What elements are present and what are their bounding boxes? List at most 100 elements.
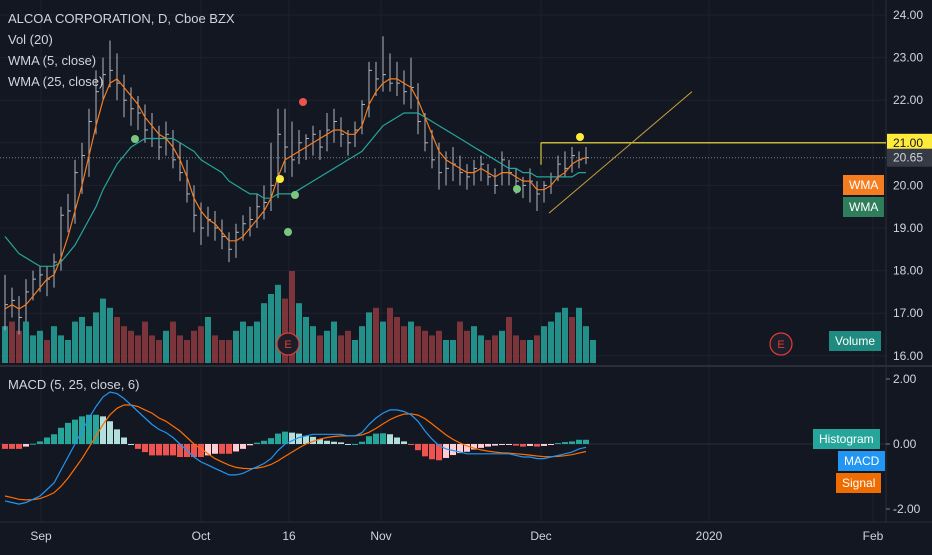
macd-histogram-bar — [450, 444, 456, 456]
trendline-support[interactable] — [548, 91, 693, 214]
price-tick-label: 17.00 — [893, 306, 923, 320]
volume-bar — [37, 330, 43, 363]
macd-histogram-bar — [443, 444, 449, 458]
volume-bar — [380, 321, 386, 363]
level-price-label: 21.00 — [893, 136, 923, 150]
macd-histogram-bar — [254, 442, 260, 444]
macd-histogram-bar — [401, 441, 407, 444]
volume-bar — [303, 317, 309, 363]
volume-bar — [415, 326, 421, 363]
time-tick-label: Nov — [370, 529, 391, 543]
volume-bar — [471, 326, 477, 363]
macd-histogram-bar — [205, 444, 211, 456]
study-macd-label[interactable]: MACD (5, 25, close, 6) — [8, 377, 140, 392]
volume-bar — [282, 298, 288, 363]
volume-bar — [387, 307, 393, 363]
volume-bar — [107, 307, 113, 363]
macd-histogram-bar — [436, 444, 442, 461]
macd-histogram-bar — [380, 433, 386, 444]
macd-histogram-bar — [513, 444, 519, 446]
volume-bar — [366, 312, 372, 363]
signal-dot — [291, 191, 299, 199]
macd-histogram-bar — [149, 444, 155, 456]
macd-histogram-bar — [471, 444, 477, 450]
macd-histogram-bar — [58, 427, 64, 444]
volume-bar — [177, 335, 183, 363]
macd-histogram-bar — [520, 444, 526, 447]
earnings-marker[interactable] — [769, 332, 793, 356]
macd-histogram-bar — [86, 414, 92, 444]
volume-bar — [492, 335, 498, 363]
macd-histogram-bar — [128, 444, 134, 445]
macd-histogram-bar — [415, 444, 421, 451]
volume-bar — [254, 321, 260, 363]
macd-histogram-bar — [100, 416, 106, 444]
volume-bar — [198, 326, 204, 363]
volume-bar — [555, 312, 561, 363]
macd-histogram-bar — [247, 444, 253, 446]
study-vol-label[interactable]: Vol (20) — [8, 32, 53, 47]
volume-bar — [289, 271, 295, 363]
macd-histogram-bar — [345, 444, 351, 445]
macd-histogram-bar — [219, 444, 225, 454]
volume-bar — [429, 335, 435, 363]
macd-histogram-bar — [303, 435, 309, 444]
volume-bar — [331, 321, 337, 363]
signal-dot — [513, 185, 521, 193]
macd-histogram-bar — [240, 444, 246, 449]
volume-tag: Volume — [829, 331, 882, 351]
volume-bar — [513, 335, 519, 363]
symbol-title[interactable]: ALCOA CORPORATION, D, Cboe BZX — [8, 11, 235, 26]
volume-bar — [247, 326, 253, 363]
macd-histogram-bar — [492, 444, 498, 446]
macd-histogram-bar — [226, 444, 232, 454]
volume-bar — [576, 307, 582, 363]
macd-histogram-bar — [541, 444, 547, 446]
macd-histogram-bar — [51, 434, 57, 444]
histogram-tag: Histogram — [813, 429, 880, 449]
volume-bar — [86, 326, 92, 363]
macd-histogram-bar — [198, 444, 204, 457]
signal-line[interactable] — [4, 404, 587, 501]
volume-bar — [359, 326, 365, 363]
volume-bar — [226, 340, 232, 363]
price-tick-label: 22.00 — [893, 93, 923, 107]
volume-bar — [121, 326, 127, 363]
volume-bar — [520, 340, 526, 363]
macd-histogram-bar — [282, 431, 288, 444]
macd-histogram-bar — [457, 444, 463, 454]
earnings-marker[interactable] — [276, 332, 300, 356]
macd-histogram-bar — [373, 433, 379, 444]
volume-bar — [541, 326, 547, 363]
volume-bar — [51, 326, 57, 363]
macd-histogram-bar — [177, 444, 183, 457]
price-tick-label: 18.00 — [893, 264, 923, 278]
macd-histogram-bar — [44, 437, 50, 444]
macd-tag: MACD — [838, 451, 886, 471]
time-tick-label: Oct — [192, 529, 211, 543]
study-wma5-label[interactable]: WMA (5, close) — [8, 53, 97, 68]
study-wma25-label[interactable]: WMA (25, close) — [8, 74, 104, 89]
volume-bar — [2, 326, 8, 363]
volume-bar — [79, 317, 85, 363]
volume-bar — [352, 340, 358, 363]
price-tick-label: 23.00 — [893, 51, 923, 65]
signal-dot — [299, 98, 307, 106]
volume-bar — [114, 317, 120, 363]
macd-line[interactable] — [4, 391, 587, 505]
macd-histogram-bar — [562, 442, 568, 444]
wma5-tag: WMA — [843, 175, 885, 195]
wma5-line[interactable] — [4, 78, 587, 310]
macd-histogram-bar — [107, 421, 113, 444]
volume-bar — [184, 340, 190, 363]
last-price-badge — [887, 148, 932, 167]
volume-bar — [16, 330, 22, 363]
volume-bar — [310, 326, 316, 363]
macd-histogram-bar — [261, 440, 267, 444]
macd-histogram-bar — [583, 439, 589, 444]
volume-bar — [422, 330, 428, 363]
macd-histogram-bar — [555, 443, 561, 445]
volume-bar — [142, 321, 148, 363]
